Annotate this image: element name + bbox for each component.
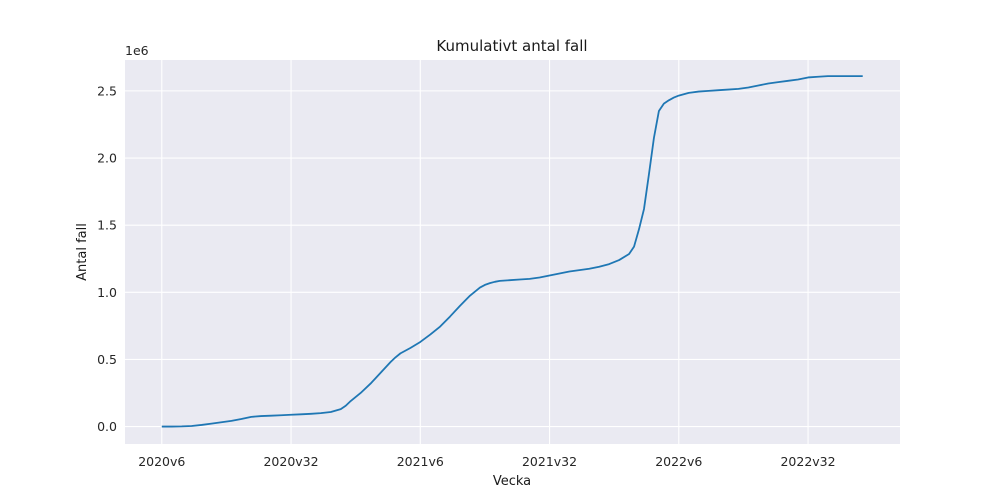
y-tick-label: 1.0 <box>97 285 117 300</box>
y-tick-labels: 0.0 0.5 1.0 1.5 2.0 2.5 <box>97 83 117 434</box>
y-axis-label: Antal fall <box>75 223 90 281</box>
grid-lines <box>125 60 900 444</box>
y-tick-label: 0.0 <box>97 419 117 434</box>
plot-area <box>125 60 900 444</box>
x-tick-labels: 2020v6 2020v32 2021v6 2021v32 2022v6 2022v32 <box>138 454 835 469</box>
y-scale-offset: 1e6 <box>125 43 149 58</box>
x-tick-label: 2021v32 <box>522 454 577 469</box>
series-line <box>161 75 863 428</box>
x-tick-label: 2022v6 <box>655 454 702 469</box>
y-tick-label: 2.5 <box>97 83 117 98</box>
y-tick-label: 0.5 <box>97 352 117 367</box>
chart-title: Kumulativt antal fall <box>436 37 587 55</box>
y-tick-label: 2.0 <box>97 151 117 166</box>
x-axis-label: Vecka <box>493 474 531 489</box>
x-tick-label: 2020v32 <box>263 454 318 469</box>
x-tick-label: 2020v6 <box>138 454 185 469</box>
x-tick-label: 2022v32 <box>780 454 835 469</box>
y-tick-label: 1.5 <box>97 218 117 233</box>
x-tick-label: 2021v6 <box>397 454 444 469</box>
